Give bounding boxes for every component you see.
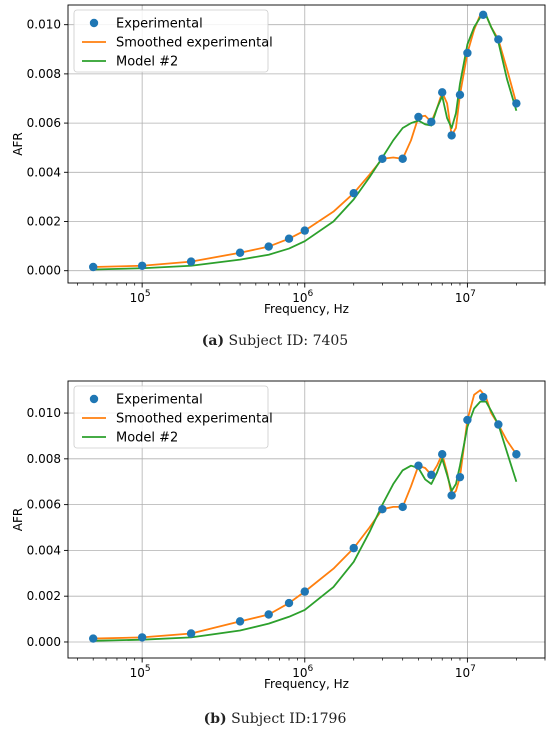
model-2-line xyxy=(93,400,518,642)
legend-label: Model #2 xyxy=(116,431,178,446)
experimental-point xyxy=(512,99,521,108)
experimental-point xyxy=(398,154,407,163)
experimental-point xyxy=(300,226,309,235)
y-tick-label: 0.008 xyxy=(27,452,61,466)
y-tick-label: 0.008 xyxy=(27,67,61,81)
y-tick-label: 0.002 xyxy=(27,589,61,603)
experimental-point xyxy=(186,257,196,266)
chart-panel-b: 0.000 0.002 0.004 0.006 0.008 0.010 105 106 107 F… xyxy=(11,380,546,727)
y-tick-label: 0.004 xyxy=(27,543,61,557)
caption-label: (b) xyxy=(204,711,227,727)
legend-box xyxy=(73,9,269,73)
y-tick-label: 0.010 xyxy=(27,406,61,420)
experimental-point xyxy=(463,48,472,58)
experimental-point xyxy=(378,504,387,514)
experimental-point xyxy=(264,610,273,619)
legend-label: Model #2 xyxy=(116,55,178,70)
caption-text: Subject ID: 7405 xyxy=(224,333,348,349)
experimental-point xyxy=(478,10,488,20)
experimental-point xyxy=(349,189,358,198)
caption-label: (a) xyxy=(202,333,224,349)
legend: Experimental Smoothed experimental Model #… xyxy=(73,9,273,73)
experimental-point xyxy=(478,392,488,402)
legend-label: Smoothed experimental xyxy=(116,412,273,427)
legend-label: Experimental xyxy=(116,393,203,408)
y-tick-label: 0.000 xyxy=(27,264,61,278)
experimental-point xyxy=(427,117,436,127)
caption: (b) Subject ID:1796 xyxy=(204,711,347,727)
experimental-point xyxy=(414,461,423,470)
experimental-point xyxy=(137,633,147,642)
experimental-point xyxy=(455,472,465,482)
experimental-point xyxy=(349,543,358,553)
experimental-point xyxy=(235,248,245,257)
y-tick-label: 0.010 xyxy=(27,18,61,32)
x-axis-label: Frequency, Hz xyxy=(264,302,349,316)
experimental-point xyxy=(264,242,273,251)
experimental-point xyxy=(494,420,503,429)
experimental-point xyxy=(378,154,387,163)
y-tick-label: 0.000 xyxy=(27,635,61,649)
experimental-point xyxy=(438,450,447,459)
experimental-point xyxy=(414,112,423,122)
legend-marker-experimental xyxy=(89,18,99,28)
x-tick-label: 105 xyxy=(130,664,151,680)
experimental-point xyxy=(300,587,309,596)
experimental-point xyxy=(455,90,465,99)
plot-area xyxy=(88,10,521,272)
legend-marker-experimental xyxy=(89,394,99,404)
experimental-point xyxy=(427,470,436,480)
y-tick-label: 0.002 xyxy=(27,214,61,228)
y-tick-label: 0.006 xyxy=(27,116,61,130)
experimental-point xyxy=(512,450,521,459)
experimental-point xyxy=(137,261,147,270)
axes-frame xyxy=(67,380,546,659)
x-tick-label: 106 xyxy=(292,289,313,305)
experimental-point xyxy=(88,262,98,272)
y-tick-label: 0.004 xyxy=(27,165,61,179)
chart-panel-a: 0.000 0.002 0.004 0.006 0.008 0.010 105 106 107 F… xyxy=(11,4,546,349)
experimental-point xyxy=(447,491,456,500)
caption: (a) Subject ID: 7405 xyxy=(202,333,348,349)
x-tick-label: 107 xyxy=(455,664,476,680)
x-tick-label: 106 xyxy=(292,664,313,680)
legend-box xyxy=(73,385,269,449)
experimental-point xyxy=(447,131,456,140)
experimental-point xyxy=(284,598,294,608)
x-tick-label: 107 xyxy=(455,289,476,305)
experimental-point xyxy=(463,415,472,425)
y-axis-label: AFR xyxy=(11,132,25,155)
legend: Experimental Smoothed experimental Model #… xyxy=(73,385,273,449)
experimental-point xyxy=(235,617,245,626)
experimental-point xyxy=(284,234,294,243)
x-axis-label: Frequency, Hz xyxy=(264,677,349,691)
plot-area xyxy=(88,389,521,643)
caption-text: Subject ID:1796 xyxy=(227,711,347,727)
experimental-point xyxy=(186,629,196,638)
experimental-point xyxy=(494,35,503,44)
experimental-point xyxy=(438,88,447,97)
axes-frame xyxy=(67,4,546,284)
legend-label: Smoothed experimental xyxy=(116,36,273,51)
experimental-point xyxy=(398,502,407,512)
y-tick-label: 0.006 xyxy=(27,498,61,512)
experimental-point xyxy=(88,634,98,643)
legend-label: Experimental xyxy=(116,17,203,32)
x-tick-label: 105 xyxy=(130,289,151,305)
y-axis-label: AFR xyxy=(11,508,25,531)
